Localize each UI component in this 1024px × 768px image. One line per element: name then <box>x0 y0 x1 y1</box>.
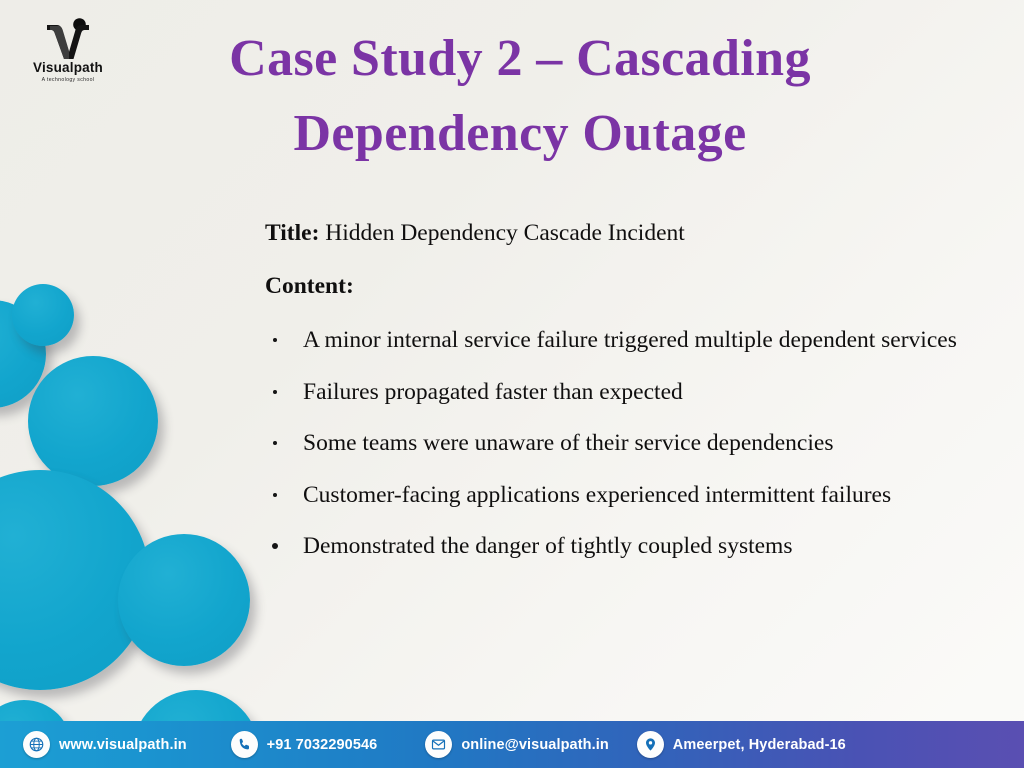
bullet-item: Some teams were unaware of their service… <box>265 428 985 459</box>
footer-contact-item[interactable]: online@visualpath.in <box>425 731 609 758</box>
bullet-text: Some teams were unaware of their service… <box>303 430 834 457</box>
content-line: Content: <box>265 271 985 302</box>
bullet-item: Failures propagated faster than expected <box>265 377 985 408</box>
footer-contact-text: Ameerpet, Hyderabad-16 <box>672 736 846 753</box>
decorative-circle <box>28 356 158 486</box>
footer-contact-item[interactable]: +91 7032290546 <box>230 731 378 758</box>
contact-footer-bar: www.visualpath.in +91 7032290546 online@vi… <box>0 721 1024 768</box>
decorative-circle <box>12 284 74 346</box>
bullet-dot-icon <box>273 441 277 446</box>
bullet-dot-icon <box>273 492 277 497</box>
bullet-text: Demonstrated the danger of tightly coupl… <box>303 533 793 560</box>
bullet-text: Customer-facing applications experienced… <box>303 481 892 508</box>
decorative-circle <box>0 470 150 690</box>
footer-contact-text: www.visualpath.in <box>59 736 187 753</box>
decorative-circle <box>118 534 250 666</box>
title-line: Title: Hidden Dependency Cascade Inciden… <box>265 218 985 249</box>
footer-contact-item[interactable]: www.visualpath.in <box>23 731 187 758</box>
footer-contact-text: online@visualpath.in <box>461 736 609 753</box>
decorative-circle <box>0 300 46 408</box>
bullet-list: A minor internal service failure trigger… <box>265 325 985 562</box>
slide-body: Title: Hidden Dependency Cascade Inciden… <box>265 218 985 583</box>
bullet-item: Demonstrated the danger of tightly coupl… <box>265 531 985 562</box>
bullet-item: Customer-facing applications experienced… <box>265 480 985 511</box>
bullet-dot-icon <box>273 389 277 394</box>
bullet-item: A minor internal service failure trigger… <box>265 325 985 356</box>
location-pin-icon <box>636 731 664 758</box>
page-title: Case Study 2 – Cascading Dependency Outa… <box>229 30 811 162</box>
footer-contact-item[interactable]: Ameerpet, Hyderabad-16 <box>636 731 846 758</box>
visualpath-logo: Visualpath A technology school <box>22 18 114 92</box>
logo-wordmark: Visualpath <box>32 60 104 75</box>
globe-icon <box>23 731 50 758</box>
bullet-text: Failures propagated faster than expected <box>303 378 683 405</box>
logo-tagline: A technology school <box>41 76 95 83</box>
footer-contact-text: +91 7032290546 <box>266 736 378 753</box>
bullet-dot-icon <box>272 543 278 550</box>
bullet-text: A minor internal service failure trigger… <box>303 327 957 354</box>
title-label: Title: <box>265 220 320 246</box>
visualpath-v-logo-icon <box>38 18 98 60</box>
envelope-icon <box>425 731 453 758</box>
bullet-dot-icon <box>273 338 277 343</box>
phone-icon <box>230 731 258 758</box>
content-label: Content: <box>265 272 354 299</box>
title-value: Hidden Dependency Cascade Incident <box>319 220 685 246</box>
